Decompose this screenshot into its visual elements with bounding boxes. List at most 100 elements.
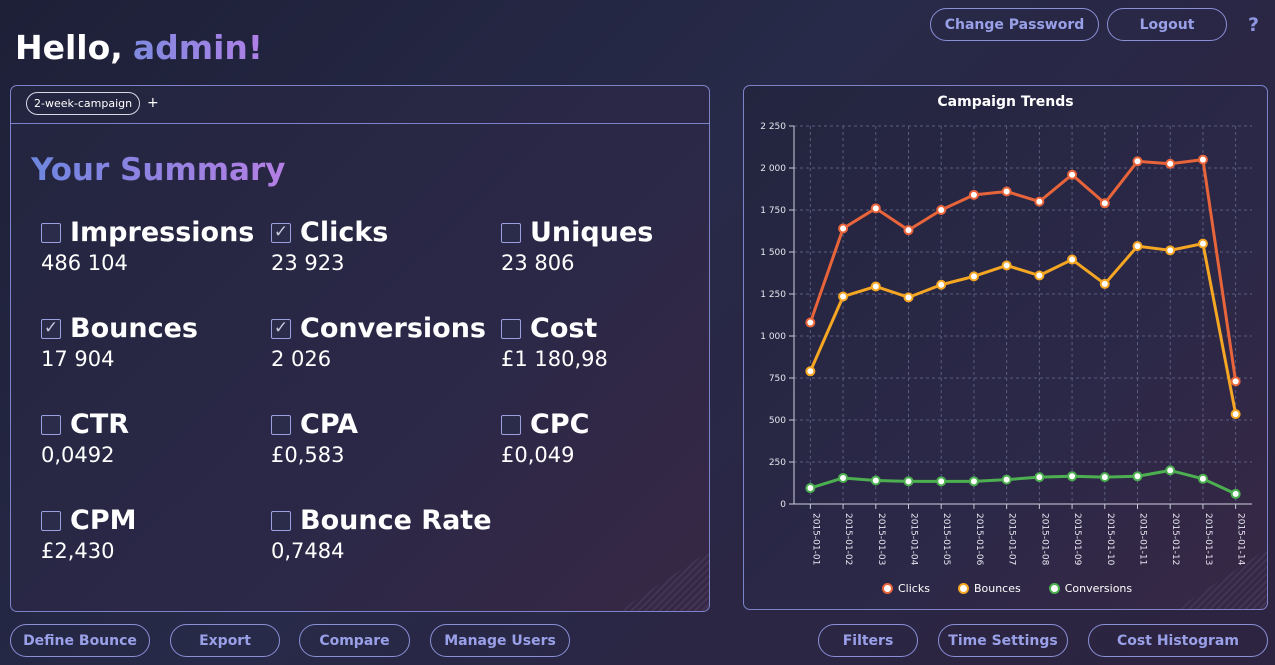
data-point-bounces (1001, 260, 1012, 271)
metric-value: £1 180,98 (501, 347, 608, 371)
data-point-conversions (903, 476, 914, 487)
legend-label: Conversions (1064, 582, 1133, 595)
data-point-clicks (838, 223, 849, 234)
x-tick-label: 2015-01-03 (876, 513, 886, 565)
data-point-bounces (838, 291, 849, 302)
metric-header: CPA (271, 409, 358, 440)
legend-label: Clicks (898, 582, 930, 595)
data-point-bounces (1165, 245, 1176, 256)
metric-label: CPA (300, 409, 359, 440)
x-tick-label: 2015-01-01 (810, 513, 820, 565)
legend-item-bounces[interactable]: Bounces (957, 582, 1021, 595)
metric-checkbox[interactable] (271, 510, 291, 531)
data-point-conversions (1067, 471, 1078, 482)
metric-cpc: CPC £0,049 (501, 409, 589, 467)
tab-2-week-campaign[interactable]: 2-week-campaign (26, 92, 141, 115)
export-button[interactable]: Export (170, 624, 280, 657)
metric-header: Bounce Rate (271, 505, 492, 536)
data-point-clicks (1197, 154, 1208, 165)
manage-users-button[interactable]: Manage Users (430, 624, 570, 657)
metric-checkbox[interactable] (41, 510, 61, 531)
y-tick-label: 1 250 (760, 290, 786, 300)
data-point-bounces (1132, 241, 1143, 252)
data-point-clicks (903, 225, 914, 236)
compare-button[interactable]: Compare (299, 624, 410, 657)
data-point-conversions (1132, 471, 1143, 482)
metric-label: CPM (70, 505, 137, 536)
metric-checkbox[interactable] (501, 318, 521, 339)
metric-header: Cost (501, 313, 608, 344)
x-tick-label: 2015-01-07 (1007, 513, 1017, 565)
legend-dot-icon (1048, 583, 1060, 594)
metric-label: CPC (530, 409, 590, 440)
data-point-clicks (1067, 169, 1078, 180)
metric-cost: Cost £1 180,98 (501, 313, 608, 371)
data-point-bounces (870, 281, 881, 292)
metric-checkbox[interactable]: ✓ (271, 318, 291, 339)
metric-checkbox[interactable] (41, 414, 61, 435)
metric-header: Impressions (41, 217, 254, 248)
data-point-bounces (1067, 254, 1078, 265)
metric-value: £0,583 (271, 443, 345, 467)
metric-header: ✓ Conversions (271, 313, 486, 344)
series-line-clicks (808, 158, 1238, 382)
metric-value: 0,0492 (41, 443, 115, 467)
tab-bar: 2-week-campaign + (11, 86, 709, 124)
metric-header: ✓ Bounces (41, 313, 198, 344)
series-line-bounces (808, 242, 1238, 415)
username: admin! (132, 28, 263, 67)
metric-checkbox[interactable] (501, 414, 521, 435)
filters-button[interactable]: Filters (818, 624, 918, 657)
metric-value: 486 104 (41, 251, 128, 275)
greeting-text: Hello, (15, 28, 123, 67)
metric-checkbox[interactable] (41, 222, 61, 243)
data-point-bounces (968, 271, 979, 282)
legend-item-clicks[interactable]: Clicks (882, 582, 930, 595)
metric-checkbox[interactable] (501, 222, 521, 243)
data-point-clicks (968, 189, 979, 200)
metric-conversions: ✓ Conversions 2 026 (271, 313, 486, 371)
legend-dot-icon (957, 583, 969, 594)
x-tick-label: 2015-01-09 (1072, 513, 1082, 566)
define-bounce-button[interactable]: Define Bounce (10, 624, 150, 657)
data-point-clicks (1001, 186, 1012, 197)
metric-header: Uniques (501, 217, 653, 248)
data-point-conversions (1165, 465, 1176, 476)
x-tick-label: 2015-01-14 (1236, 513, 1246, 566)
metric-checkbox[interactable]: ✓ (271, 222, 291, 243)
x-tick-label: 2015-01-05 (941, 513, 951, 565)
metric-checkbox[interactable] (271, 414, 291, 435)
data-point-clicks (870, 203, 881, 214)
data-point-bounces (1197, 238, 1208, 249)
metric-value: £2,430 (41, 539, 115, 563)
metric-label: Clicks (300, 217, 389, 248)
trend-chart: 0 250 500 750 1 000 1 250 1 500 1 750 2 000 2 250… (760, 122, 1252, 566)
data-point-conversions (1001, 474, 1012, 485)
data-point-conversions (1230, 488, 1241, 499)
logout-button[interactable]: Logout (1107, 8, 1227, 41)
help-icon[interactable]: ? (1248, 14, 1260, 36)
x-tick-label: 2015-01-12 (1170, 513, 1180, 565)
y-tick-label: 1 750 (760, 206, 786, 216)
x-tick-label: 2015-01-11 (1138, 513, 1148, 565)
metric-label: Impressions (70, 217, 255, 248)
add-tab-icon[interactable]: + (147, 95, 159, 111)
time-settings-button[interactable]: Time Settings (938, 624, 1068, 657)
change-password-button[interactable]: Change Password (930, 8, 1099, 41)
corner-decoration (619, 551, 709, 611)
data-point-conversions (1099, 472, 1110, 483)
metric-header: CTR (41, 409, 129, 440)
legend-item-conversions[interactable]: Conversions (1048, 582, 1133, 595)
metric-label: Uniques (530, 217, 654, 248)
cost-histogram-button[interactable]: Cost Histogram (1088, 624, 1268, 657)
metric-cpa: CPA £0,583 (271, 409, 358, 467)
data-point-bounces (1230, 409, 1241, 420)
greeting: Hello, admin! (15, 28, 263, 67)
data-point-bounces (936, 279, 947, 290)
metric-header: ✓ Clicks (271, 217, 388, 248)
legend-dot-icon (882, 583, 893, 594)
metric-checkbox[interactable]: ✓ (41, 318, 61, 339)
data-point-conversions (936, 476, 947, 487)
metric-bounces: ✓ Bounces 17 904 (41, 313, 198, 371)
y-tick-label: 2 000 (760, 164, 786, 174)
